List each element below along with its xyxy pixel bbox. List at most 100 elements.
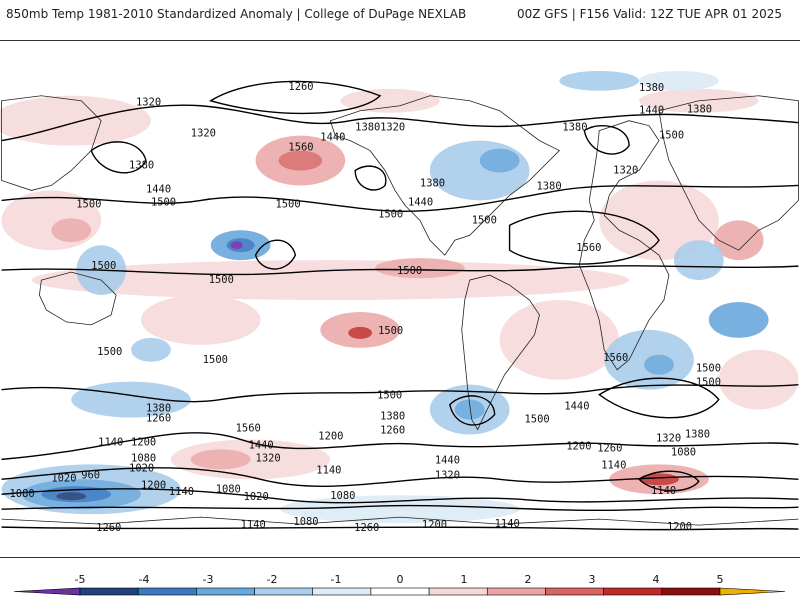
contour-label: 1380 (536, 180, 561, 192)
contour-label: 1500 (151, 196, 176, 208)
colorbar-cell (486, 587, 546, 596)
contour-labels: 1260 1320 1320 1440 1560 1380 1320 1380 … (10, 81, 721, 534)
contour-label: 1140 (601, 459, 626, 471)
contour-label: 1440 (435, 454, 460, 466)
contour-label: 1320 (136, 97, 161, 109)
contour-label: 1140 (241, 519, 266, 531)
contour-label: 1020 (129, 462, 154, 474)
colorbar-tick-label: 4 (653, 573, 660, 586)
colorbar-cell (370, 587, 430, 596)
contour-label: 1140 (98, 436, 123, 448)
colorbar-cell (137, 587, 197, 596)
contour-label: 1500 (209, 274, 234, 286)
contour-label: 1320 (380, 122, 405, 134)
contour-label: 1080 (671, 446, 696, 458)
colorbar-tick-label: -3 (203, 573, 214, 586)
contour-label: 1020 (51, 472, 76, 484)
contour-label: 1140 (495, 518, 520, 530)
contour-label: 1080 (131, 452, 156, 464)
contour-label: 1320 (656, 432, 681, 444)
contour-label: 1380 (355, 122, 380, 134)
contour-label: 1560 (288, 142, 313, 154)
contour-label: 1200 (667, 521, 692, 533)
contour-label: 1560 (236, 422, 261, 434)
contour-label: 1500 (696, 363, 721, 375)
colorbar-cell (254, 587, 314, 596)
contour-label: 1200 (422, 519, 447, 531)
header: 850mb Temp 1981-2010 Standardized Anomal… (0, 0, 800, 40)
contour-label: 1500 (91, 260, 116, 272)
contour-label: 1500 (397, 265, 422, 277)
contour-label: 1440 (564, 401, 589, 413)
contour-label: 1500 (203, 354, 228, 366)
contour-label: 1320 (435, 469, 460, 481)
contour-label: 1380 (639, 82, 664, 94)
contour-label: 1260 (597, 442, 622, 454)
contour-label: 1080 (216, 483, 241, 495)
colorbar-cell (428, 587, 488, 596)
contour-label: 1560 (603, 352, 628, 364)
contour-label: 1020 (244, 491, 269, 503)
contour-label: 1380 (687, 104, 712, 116)
colorbar-under-arrow (13, 587, 81, 596)
contour-label: 1440 (146, 183, 171, 195)
contour-label: 1320 (613, 164, 638, 176)
contour-label: 1320 (191, 128, 216, 140)
colorbar-cell (603, 587, 663, 596)
contour-label: 1500 (378, 325, 403, 337)
contour-label: 1200 (131, 436, 156, 448)
contour-label: 960 (81, 469, 100, 481)
contour-label: 1500 (377, 390, 402, 402)
contour-label: 1320 (256, 452, 281, 464)
contour-label: 1380 (420, 177, 445, 189)
warm-anomaly-shading (0, 88, 799, 495)
contour-label: 1500 (525, 414, 550, 426)
coastlines (1, 95, 799, 526)
colorbar-tick-label: -2 (267, 573, 278, 586)
colorbar-cells (13, 587, 786, 596)
colorbar-tick-label: 1 (461, 573, 468, 586)
contour-label: 1380 (562, 122, 587, 134)
contour-label: 1260 (146, 413, 171, 425)
anomaly-map: 1260 1320 1320 1440 1560 1380 1320 1380 … (0, 40, 800, 558)
contour-label: 1200 (141, 479, 166, 491)
contour-label: 1140 (316, 464, 341, 476)
contour-label: 1500 (659, 130, 684, 142)
contour-label: 1200 (566, 440, 591, 452)
colorbar: -5 -4 -3 -2 -1 0 1 2 3 4 5 (13, 573, 786, 596)
colorbar-tick-label: 0 (397, 573, 404, 586)
colorbar-tick-labels: -5 -4 -3 -2 -1 0 1 2 3 4 5 (75, 573, 724, 586)
colorbar-tick-label: 2 (525, 573, 532, 586)
colorbar-tick-label: 3 (589, 573, 596, 586)
contour-label: 1380 (129, 160, 154, 172)
contour-label: 1380 (380, 411, 405, 423)
colorbar-cell (661, 587, 721, 596)
contour-label: 1500 (275, 198, 300, 210)
contour-label: 1080 (330, 490, 355, 502)
contour-label: 1500 (696, 377, 721, 389)
colorbar-tick-label: -4 (139, 573, 150, 586)
colorbar-tick-label: 5 (717, 573, 724, 586)
colorbar-cell (79, 587, 139, 596)
contour-label: 1440 (249, 439, 274, 451)
contour-label: 1080 (293, 516, 318, 528)
contour-label: 1260 (354, 522, 379, 534)
colorbar-tick-label: -1 (331, 573, 342, 586)
contour-label: 1500 (378, 208, 403, 220)
contour-label: 1500 (97, 346, 122, 358)
contour-label: 1140 (169, 486, 194, 498)
contour-label: 1380 (685, 428, 710, 440)
contour-label: 1380 (146, 403, 171, 415)
contour-label: 1440 (408, 196, 433, 208)
contour-label: 1260 (96, 522, 121, 534)
contour-label: 1560 (576, 242, 601, 254)
contour-label: 1080 (10, 488, 35, 500)
colorbar-cell (312, 587, 372, 596)
contour-label: 1200 (318, 430, 343, 442)
contour-label: 1140 (651, 485, 676, 497)
contour-label: 1260 (380, 424, 405, 436)
contour-label: 1500 (76, 198, 101, 210)
contour-label: 1440 (320, 132, 345, 144)
colorbar-cell (545, 587, 604, 596)
contour-label: 1260 (288, 81, 313, 93)
